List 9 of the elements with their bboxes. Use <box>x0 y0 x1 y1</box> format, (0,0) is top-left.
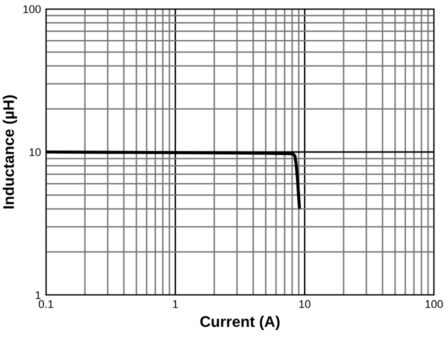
y-tick-label: 1 <box>36 291 41 300</box>
x-axis-title: Current (A) <box>200 316 280 330</box>
y-tick-label: 100 <box>23 5 41 14</box>
y-axis-title: Inductance (µH) <box>2 95 18 208</box>
y-tick-label: 10 <box>30 148 41 156</box>
x-tick-label: 0.1 <box>38 300 54 308</box>
x-tick-label: 10 <box>299 300 310 308</box>
x-tick-label: 100 <box>426 300 443 308</box>
x-tick-label: 1 <box>173 300 178 308</box>
